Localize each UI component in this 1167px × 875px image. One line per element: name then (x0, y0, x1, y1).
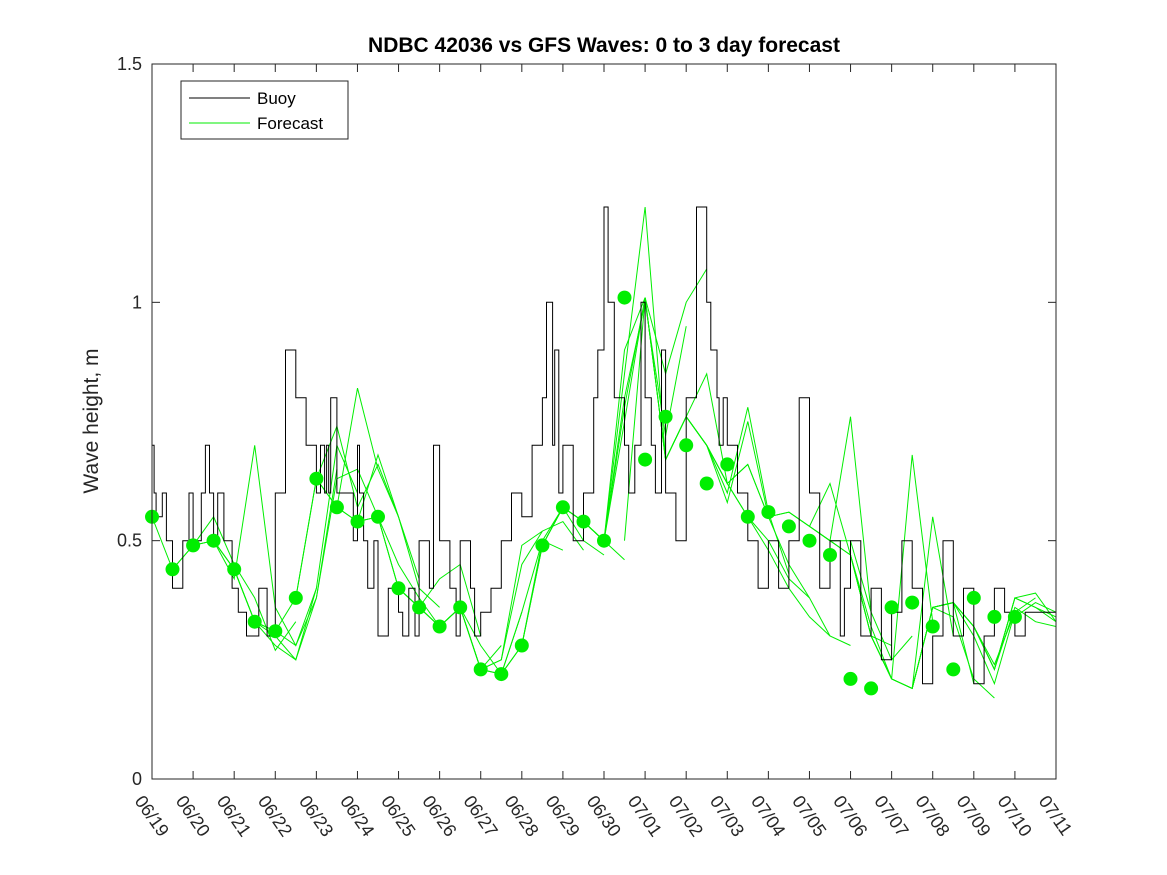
legend-forecast-label: Forecast (257, 114, 323, 133)
forecast-line-42 (1014, 602, 1056, 618)
forecast-point (638, 452, 653, 467)
y-tick-label: 0.5 (117, 531, 142, 551)
forecast-point (412, 600, 427, 615)
y-tick-label: 1 (132, 292, 142, 312)
forecast-point (329, 500, 344, 515)
legend-buoy-label: Buoy (257, 89, 296, 108)
forecast-point (658, 409, 673, 424)
forecast-point (720, 457, 735, 472)
forecast-point (925, 619, 940, 634)
forecast-point (864, 681, 879, 696)
chart-title: NDBC 42036 vs GFS Waves: 0 to 3 day fore… (368, 34, 840, 57)
y-tick-label: 0 (132, 769, 142, 789)
forecast-point (617, 290, 632, 305)
forecast-point (473, 662, 488, 677)
forecast-point (350, 514, 365, 529)
forecast-point (494, 667, 509, 682)
forecast-point (966, 590, 981, 605)
forecast-point (823, 548, 837, 562)
forecast-point (946, 662, 961, 677)
forecast-point (453, 600, 468, 615)
forecast-line-41 (993, 597, 1056, 670)
forecast-point (761, 505, 776, 520)
forecast-point (740, 509, 755, 524)
forecast-point (247, 614, 262, 629)
y-axis-ticks: 0 0.5 1 1.5 (117, 54, 1056, 789)
forecast-point (535, 538, 550, 553)
forecast-point (576, 514, 591, 529)
forecast-point (597, 533, 611, 548)
forecast-point (288, 590, 303, 605)
forecast-point (679, 438, 694, 453)
forecast-point (186, 538, 201, 553)
legend-box (180, 80, 349, 140)
forecast-initial-points-group (145, 290, 1022, 696)
forecast-point (802, 533, 817, 548)
legend: Buoy Forecast (180, 80, 349, 140)
y-tick-label: 1.5 (117, 54, 142, 74)
forecast-point (165, 562, 180, 577)
forecast-point (884, 600, 899, 615)
forecast-point (699, 476, 714, 491)
forecast-point (555, 500, 570, 515)
forecast-point (227, 562, 242, 577)
forecast-point (1007, 609, 1022, 624)
forecast-point (432, 619, 447, 634)
forecast-point (514, 638, 529, 653)
forecast-point (206, 533, 221, 548)
forecast-point (843, 671, 858, 686)
forecast-point (268, 624, 283, 639)
forecast-point (309, 471, 324, 486)
forecast-point (905, 595, 920, 610)
forecast-point (391, 581, 406, 596)
forecast-point (987, 609, 1002, 624)
forecast-point (371, 509, 385, 524)
y-axis-label: Wave height, m (80, 348, 103, 493)
forecast-point (781, 519, 796, 534)
